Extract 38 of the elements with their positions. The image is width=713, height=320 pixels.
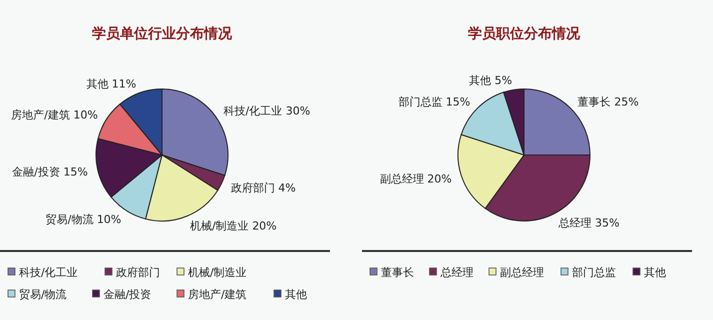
- legend-label: 科技/化工业: [19, 266, 78, 279]
- slice-label: 部门总监: [398, 95, 442, 108]
- data-label: 25%: [614, 95, 639, 108]
- legend-label: 部门总监: [572, 266, 616, 279]
- chart-title: 学员职位分布情况: [468, 26, 581, 42]
- legend-label: 机械/制造业: [188, 266, 247, 279]
- legend-label: 房地产/建筑: [188, 288, 247, 301]
- legend-label: 副总经理: [500, 266, 544, 279]
- legend-label: 贸易/物流: [19, 288, 67, 301]
- slice-label: 总经理: [558, 216, 592, 230]
- legend-label: 其他: [285, 288, 307, 301]
- chart-title: 学员单位行业分布情况: [92, 26, 233, 42]
- legend-label: 其他: [644, 266, 666, 279]
- slice-label: 副总经理: [380, 172, 424, 186]
- slice-label: 机械/制造业: [190, 220, 249, 233]
- slice-label: 其他: [469, 74, 492, 87]
- data-label: 11%: [112, 77, 136, 90]
- data-label: 20%: [427, 172, 452, 186]
- data-label: 10%: [96, 213, 122, 226]
- data-label: 4%: [278, 181, 296, 194]
- data-label: 10%: [73, 108, 98, 122]
- legend-label: 金融/投资: [104, 288, 152, 301]
- slice-label: 金融/投资: [12, 166, 60, 179]
- slice-label: 科技/化工业: [223, 104, 282, 118]
- slice-label: 董事长: [578, 95, 611, 108]
- data-label: 20%: [252, 220, 277, 233]
- legend-label: 董事长: [381, 266, 414, 279]
- legend-label: 政府部门: [116, 266, 160, 279]
- slice-label: 贸易/物流: [46, 213, 94, 226]
- data-label: 15%: [446, 95, 470, 108]
- data-label: 30%: [286, 104, 310, 118]
- slice-label: 其他: [86, 77, 108, 90]
- slice-label: 政府部门: [230, 181, 275, 194]
- data-label: 35%: [595, 216, 620, 230]
- data-label: 15%: [63, 166, 88, 179]
- legend-label: 总经理: [440, 266, 474, 279]
- slice-label: 房地产/建筑: [11, 108, 70, 122]
- data-label: 5%: [494, 74, 512, 87]
